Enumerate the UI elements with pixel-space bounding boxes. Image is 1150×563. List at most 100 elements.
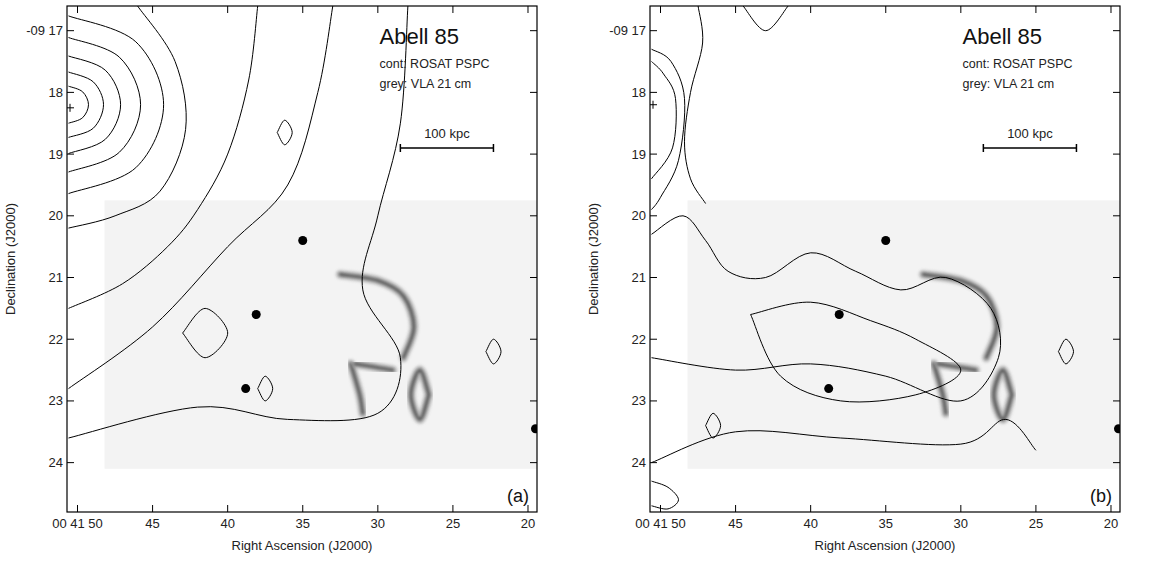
radio-halo [351, 364, 363, 413]
contour [652, 481, 679, 509]
frame [650, 6, 1120, 512]
x-tick-label: 45 [145, 516, 159, 531]
radio-filament [994, 370, 1012, 419]
contour [69, 16, 164, 194]
x-tick [885, 6, 886, 512]
plot-area [67, 6, 537, 469]
plot-area [650, 6, 1120, 509]
radio-source [881, 236, 890, 245]
center-marker [67, 104, 74, 112]
y-tick [650, 339, 1120, 340]
radio-source [241, 384, 250, 393]
radio-source [252, 310, 261, 319]
y-tick-label: 23 [49, 393, 63, 408]
x-tick [660, 6, 661, 512]
contour [706, 413, 721, 438]
radio-filament [938, 364, 976, 370]
contour [69, 6, 258, 308]
contour [69, 72, 104, 137]
contour [486, 339, 501, 364]
x-tick-label: 45 [728, 516, 742, 531]
y-tick-label: 19 [49, 147, 63, 162]
contour [258, 376, 273, 401]
x-axis-title: Right Ascension (J2000) [232, 538, 373, 553]
y-tick-label: 23 [632, 393, 646, 408]
frame [67, 6, 537, 512]
y-tick [650, 277, 1120, 278]
y-tick-label: -09 17 [26, 23, 63, 38]
radio-filament [411, 370, 429, 419]
x-tick [810, 6, 811, 512]
y-tick-label: 19 [632, 147, 646, 162]
contour [685, 6, 706, 204]
x-axis-title: Right Ascension (J2000) [815, 538, 956, 553]
x-tick [302, 6, 303, 512]
y-tick-label: 22 [632, 332, 646, 347]
y-tick-label: 22 [49, 332, 63, 347]
contour [652, 49, 685, 209]
contour [652, 216, 1001, 401]
y-tick [67, 462, 537, 463]
x-tick [152, 6, 153, 512]
radio-filament [351, 364, 363, 413]
x-tick-label: 40 [220, 516, 234, 531]
panel-letter: (b) [1090, 486, 1112, 506]
y-tick [650, 154, 1120, 155]
subtitle: cont: ROSAT PSPC [963, 57, 1073, 71]
y-tick-label: 20 [49, 208, 63, 223]
y-tick-label: -09 17 [609, 23, 646, 38]
radio-halo [340, 274, 414, 357]
scale-bar [983, 144, 1076, 152]
y-tick [67, 154, 537, 155]
x-tick-label: 35 [879, 516, 893, 531]
radio-field [688, 200, 1120, 468]
y-tick [67, 92, 537, 93]
y-tick [67, 277, 537, 278]
x-tick-label: 00 41 50 [635, 516, 686, 531]
subtitle: cont: ROSAT PSPC [380, 57, 490, 71]
y-tick-label: 18 [632, 85, 646, 100]
y-tick [67, 215, 537, 216]
y-tick [650, 92, 1120, 93]
x-tick [227, 6, 228, 512]
y-tick [67, 30, 537, 31]
subtitle: grey: VLA 21 cm [380, 77, 472, 91]
y-tick-label: 24 [49, 455, 63, 470]
contour [69, 6, 408, 438]
x-tick-label: 00 41 50 [52, 516, 103, 531]
contour [69, 56, 121, 154]
radio-source [1114, 424, 1120, 433]
y-tick-label: 18 [49, 85, 63, 100]
figure: 00 41 50 45 40 35 30 25 20 -09 17 18 19 20 21 22 23 24… [0, 0, 1150, 563]
radio-field [105, 200, 537, 468]
radio-source [824, 384, 833, 393]
contour [751, 302, 961, 402]
x-tick-label: 25 [1029, 516, 1043, 531]
x-tick [527, 6, 528, 512]
radio-source [531, 424, 537, 433]
x-tick-label: 20 [521, 516, 535, 531]
x-tick [77, 6, 78, 512]
title: Abell 85 [380, 24, 460, 49]
scale-bar [400, 144, 493, 152]
subtitle: grey: VLA 21 cm [963, 77, 1055, 91]
y-tick [650, 400, 1120, 401]
contour [277, 120, 292, 145]
y-tick [67, 400, 537, 401]
radio-source [835, 310, 844, 319]
x-tick [377, 6, 378, 512]
radio-halo [938, 364, 976, 370]
radio-halo [923, 274, 997, 357]
y-tick [650, 215, 1120, 216]
x-tick-label: 30 [954, 516, 968, 531]
contour [652, 419, 1036, 462]
x-tick [735, 6, 736, 512]
y-tick-label: 21 [632, 270, 646, 285]
y-axis-title: Declination (J2000) [3, 203, 18, 315]
radio-filament [340, 274, 414, 357]
contour [183, 308, 228, 357]
contour [69, 86, 89, 123]
radio-halo [994, 370, 1012, 419]
x-tick-label: 20 [1104, 516, 1118, 531]
y-tick [67, 339, 537, 340]
